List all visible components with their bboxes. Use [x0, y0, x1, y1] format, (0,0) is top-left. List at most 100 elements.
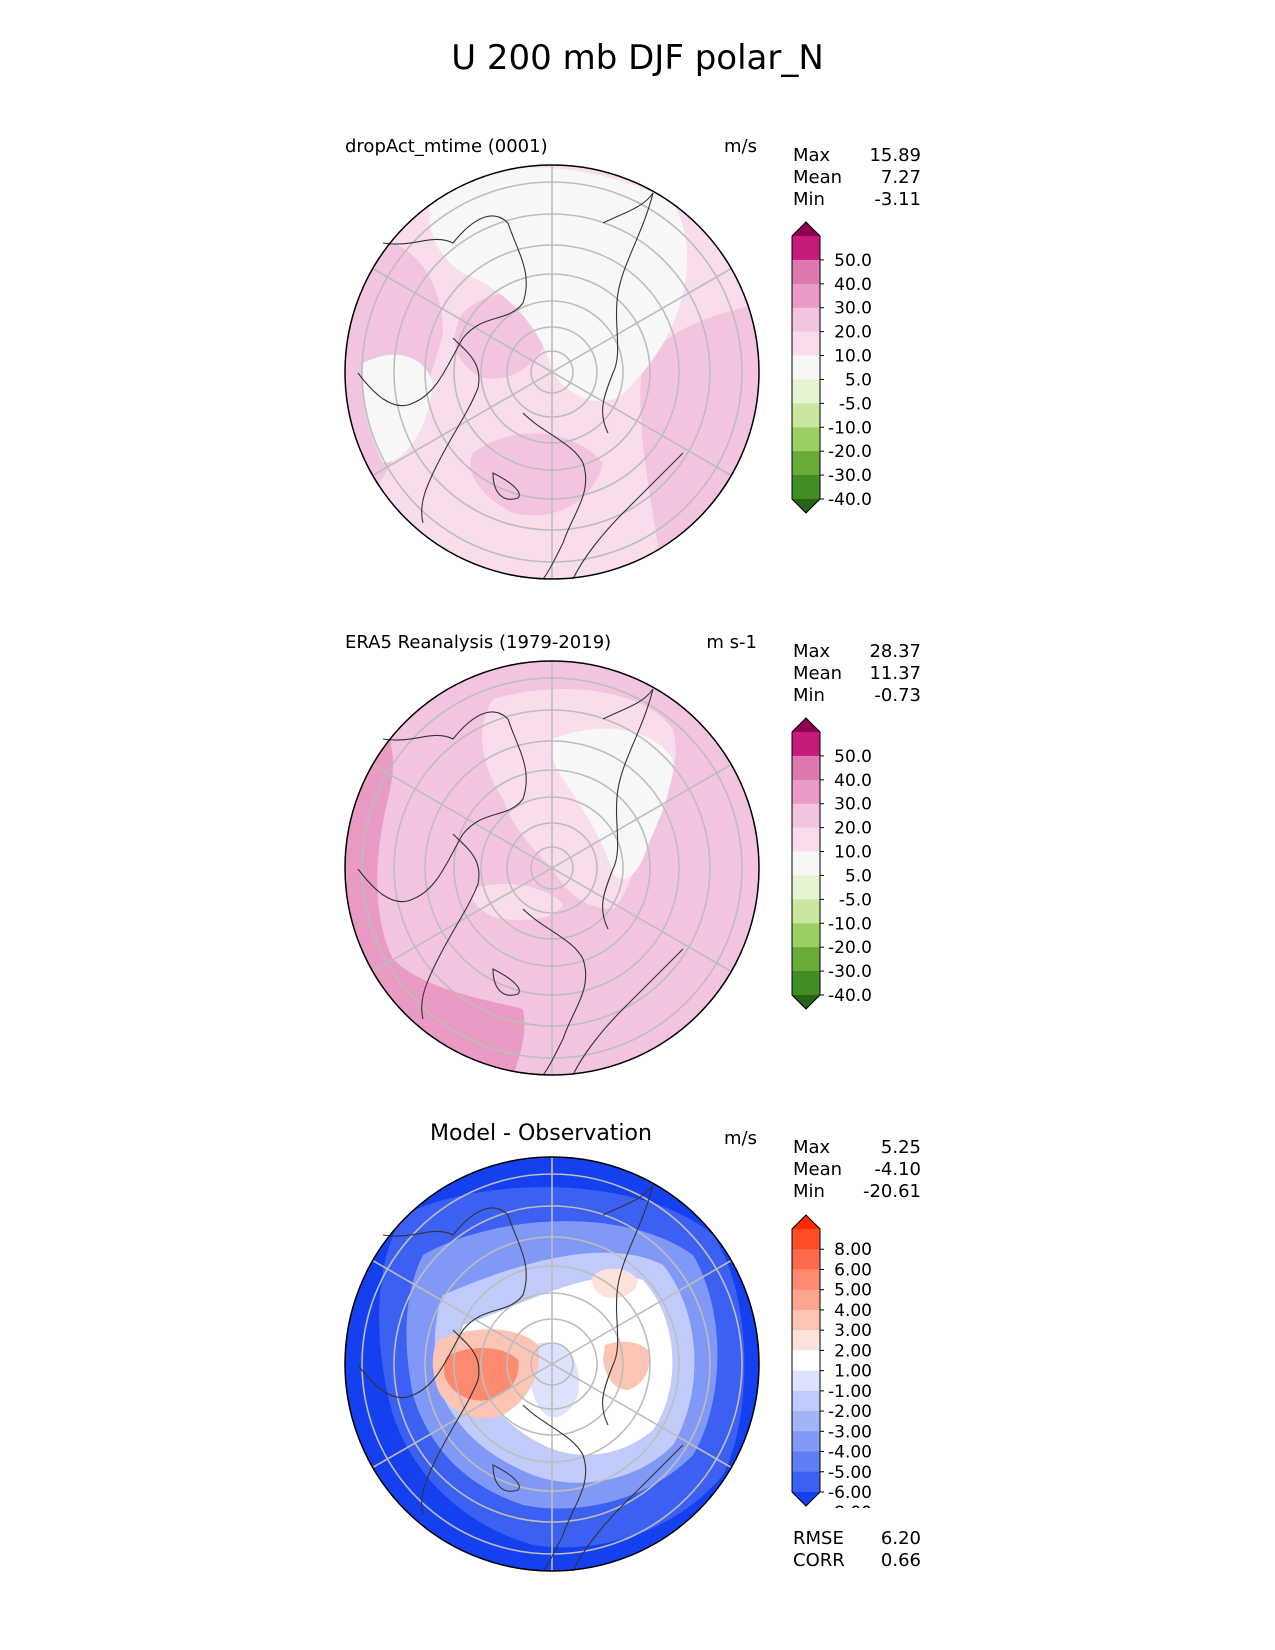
colorbar-tick-label: 4.00	[834, 1301, 872, 1321]
graticule	[361, 1157, 743, 1571]
panel3-units: m/s	[724, 1128, 757, 1149]
colorbar-extend-min	[792, 995, 820, 1009]
colorbar-tick-label: -20.0	[828, 938, 872, 958]
colorbar-segment	[792, 236, 820, 261]
coastlines	[357, 1184, 684, 1572]
metric-value: 0.66	[880, 1550, 921, 1571]
colorbar-segment	[792, 1411, 820, 1432]
map-boundary	[344, 1156, 760, 1572]
field-weak-wind	[551, 728, 673, 879]
colorbar-segment	[792, 899, 820, 924]
colorbar-tick-label: 10.0	[834, 843, 872, 863]
field-strong-wind	[345, 717, 525, 1075]
stat-value: -3.11	[874, 189, 921, 210]
colorbar-tick-label: -40.0	[828, 986, 872, 1006]
panel2-polar-map	[344, 660, 760, 1076]
stat-label: Min	[793, 189, 825, 210]
colorbar-tick-label: 5.0	[845, 370, 872, 390]
stat-value: -0.73	[874, 685, 921, 706]
colorbar-tick-label: -50.0	[828, 514, 872, 515]
field-positive	[603, 1341, 650, 1390]
colorbar-extend-min	[792, 1492, 820, 1506]
coastlines	[357, 192, 684, 580]
colorbar-segment	[792, 1370, 820, 1392]
field-weak-wind	[361, 354, 433, 463]
colorbar-tick-label: 8.00	[834, 1240, 872, 1260]
colorbar-tick-label: 10.0	[834, 347, 872, 367]
stat-value: 15.89	[869, 145, 921, 166]
colorbar-tick-label: 50.0	[834, 747, 872, 767]
colorbar-tick-label: -1.00	[828, 1382, 872, 1402]
colorbar-segment	[792, 1330, 820, 1351]
colorbar-tick-label: 50.0	[834, 251, 872, 271]
colorbar-tick-label: 40.0	[834, 275, 872, 295]
colorbar-segment	[792, 331, 820, 356]
stat-label: Max	[793, 1137, 831, 1158]
colorbar-segment	[792, 355, 820, 380]
colorbar-segment	[792, 1350, 820, 1372]
coastlines	[357, 688, 684, 1076]
colorbar-segment	[792, 923, 820, 948]
colorbar-segment	[792, 283, 820, 309]
map-boundary	[344, 164, 760, 580]
metric-label: RMSE	[793, 1528, 844, 1549]
stat-label: Min	[793, 685, 825, 706]
colorbar-tick-label: -5.0	[839, 394, 872, 414]
colorbar-segment	[792, 475, 820, 500]
colorbar-tick-label: -30.0	[828, 962, 872, 982]
colorbar-tick-label: -40.0	[828, 490, 872, 510]
colorbar-segment	[792, 427, 820, 452]
colorbar-tick-label: 2.00	[834, 1341, 872, 1361]
colorbar-segment	[792, 1431, 820, 1452]
colorbar-tick-label: -5.0	[839, 890, 872, 910]
colorbar-segment	[792, 875, 820, 900]
colorbar-tick-label: 5.0	[845, 866, 872, 886]
colorbar-tick-label: -50.0	[828, 1010, 872, 1011]
colorbar-segment	[792, 947, 820, 972]
field-band	[470, 433, 603, 516]
panel2-units: m s-1	[706, 632, 757, 653]
colorbar-segment	[792, 1269, 820, 1291]
colorbar-tick-label: 5.00	[834, 1281, 872, 1301]
panel2-title: ERA5 Reanalysis (1979-2019)	[345, 632, 612, 653]
colorbar-tick-label: -5.00	[828, 1463, 872, 1483]
metric-value: 6.20	[880, 1528, 921, 1549]
panel2-colorbar: 50.0 40.0 30.0 20.0 10.0 5.0 -5.0 -10.0 -20.0 -30…	[791, 717, 872, 1011]
colorbar-tick-label: 30.0	[834, 299, 872, 319]
stat-value: 5.25	[880, 1137, 921, 1158]
panel3-title: Model - Observation	[430, 1121, 652, 1146]
colorbar-tick-label: -30.0	[828, 466, 872, 486]
panel3-colorbar: 8.006.005.004.003.002.001.00-1.00-2.00-3…	[791, 1214, 872, 1508]
field-contour	[527, 1342, 579, 1418]
stat-value: 28.37	[869, 641, 921, 662]
colorbar-segment	[792, 851, 820, 876]
colorbar-tick-label: -10.0	[828, 914, 872, 934]
panel3-stats: Max 5.25 Mean -4.10 Min -20.61	[793, 1137, 921, 1203]
colorbar-tick-label: -20.0	[828, 442, 872, 462]
colorbar-segment	[792, 403, 820, 428]
colorbar-segment	[792, 1309, 820, 1331]
colorbar-extend-max	[792, 222, 820, 236]
stat-value: 11.37	[869, 663, 921, 684]
colorbar-segment	[792, 307, 820, 333]
panel3-metrics: RMSE 6.20 CORR 0.66	[793, 1528, 921, 1572]
colorbar-segment	[792, 779, 820, 805]
panel1-stats: Max 15.89 Mean 7.27 Min -3.11	[793, 145, 921, 211]
stat-label: Mean	[793, 663, 843, 684]
panel1-colorbar: 50.0 40.0 30.0 20.0 10.0 5.0 -5.0 -10.0 -20.0 -30…	[791, 221, 872, 515]
stat-label: Max	[793, 641, 831, 662]
stat-label: Min	[793, 1181, 825, 1202]
colorbar-tick-label: 1.00	[834, 1362, 872, 1382]
map-boundary	[344, 660, 760, 1076]
colorbar-segment	[792, 971, 820, 996]
colorbar-tick-label: 6.00	[834, 1260, 872, 1280]
colorbar-segment	[792, 827, 820, 852]
panel3-polar-map	[344, 1156, 760, 1572]
colorbar-extend-min	[792, 499, 820, 513]
colorbar-extend-max	[792, 1215, 820, 1229]
stat-value: -4.10	[874, 1159, 921, 1180]
stat-value: 7.27	[880, 167, 921, 188]
colorbar-tick-label: 3.00	[834, 1321, 872, 1341]
graticule	[361, 165, 743, 579]
graticule	[361, 661, 743, 1075]
